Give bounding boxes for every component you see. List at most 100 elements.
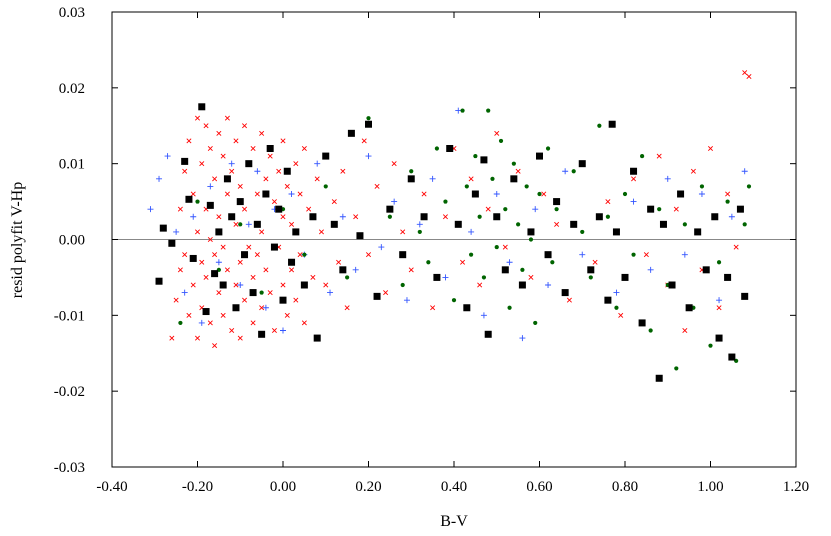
point-red-116 <box>656 153 662 159</box>
point-red-97 <box>442 214 448 220</box>
point-red-34 <box>229 168 235 174</box>
point-red-36 <box>233 138 239 144</box>
point-blue-22 <box>365 153 372 160</box>
point-black-75 <box>694 228 702 236</box>
point-black-43 <box>433 273 441 281</box>
point-green-56 <box>699 184 705 189</box>
point-blue-32 <box>493 191 500 197</box>
point-red-102 <box>485 206 491 212</box>
point-black-69 <box>647 205 655 213</box>
y-tick-label-5: 0.02 <box>59 81 85 97</box>
point-blue-10 <box>237 282 244 288</box>
point-green-4 <box>259 290 264 295</box>
point-blue-38 <box>579 251 586 258</box>
point-green-15 <box>434 146 439 151</box>
point-black-59 <box>570 220 578 228</box>
point-red-92 <box>391 161 397 167</box>
point-green-21 <box>473 153 478 159</box>
point-blue-27 <box>429 175 436 182</box>
point-green-33 <box>524 184 529 189</box>
point-green-35 <box>533 320 538 326</box>
point-red-119 <box>682 327 688 334</box>
point-black-34 <box>339 266 347 274</box>
point-red-89 <box>365 252 372 258</box>
point-green-14 <box>426 260 431 265</box>
point-red-61 <box>276 168 282 174</box>
series-black <box>155 103 749 382</box>
point-black-11 <box>219 281 227 289</box>
point-green-27 <box>498 138 504 144</box>
point-red-80 <box>318 229 324 235</box>
point-red-125 <box>733 244 739 250</box>
point-black-51 <box>501 266 509 274</box>
point-green-7 <box>323 184 328 189</box>
x-axis-label: B-V <box>440 513 468 530</box>
point-black-55 <box>536 152 543 160</box>
point-black-4 <box>185 195 193 203</box>
point-green-32 <box>520 267 525 272</box>
point-blue-36 <box>545 282 552 288</box>
point-red-87 <box>353 214 359 220</box>
point-red-73 <box>297 252 303 258</box>
point-black-72 <box>668 281 676 289</box>
point-green-3 <box>238 222 243 227</box>
point-black-80 <box>728 353 736 361</box>
point-black-13 <box>228 213 236 221</box>
point-black-37 <box>365 120 372 128</box>
point-red-4 <box>182 168 188 174</box>
point-red-70 <box>293 161 299 167</box>
point-black-77 <box>711 213 719 221</box>
point-black-60 <box>578 160 586 168</box>
point-green-61 <box>742 222 747 227</box>
point-blue-34 <box>519 335 526 342</box>
point-black-46 <box>463 304 471 312</box>
point-red-0 <box>169 335 175 341</box>
point-red-13 <box>199 161 205 167</box>
point-black-78 <box>715 334 723 342</box>
point-blue-31 <box>480 312 487 319</box>
point-red-41 <box>237 335 243 341</box>
point-blue-0 <box>147 206 154 213</box>
point-red-49 <box>250 320 256 326</box>
point-black-28 <box>292 228 300 236</box>
point-black-64 <box>608 120 616 128</box>
point-red-118 <box>673 206 679 212</box>
point-green-23 <box>481 275 487 280</box>
point-red-107 <box>541 191 547 197</box>
point-blue-25 <box>403 297 410 304</box>
point-black-58 <box>561 289 569 297</box>
point-black-15 <box>236 198 244 206</box>
point-green-17 <box>451 298 457 303</box>
point-black-62 <box>595 213 603 221</box>
point-red-43 <box>242 206 248 212</box>
point-green-59 <box>725 199 730 204</box>
point-red-54 <box>259 305 265 311</box>
point-red-83 <box>331 199 337 205</box>
point-red-77 <box>310 274 316 280</box>
point-green-48 <box>631 252 636 257</box>
point-red-86 <box>344 305 350 311</box>
y-axis-label: resid polyfit V-Hp <box>9 182 26 298</box>
point-blue-40 <box>613 289 620 296</box>
y-tick-label-1: -0.02 <box>54 384 85 400</box>
point-black-40 <box>399 251 407 259</box>
point-green-22 <box>477 214 482 219</box>
point-black-2 <box>168 239 176 247</box>
point-red-40 <box>237 259 243 265</box>
point-green-58 <box>716 260 722 265</box>
point-black-7 <box>202 308 210 316</box>
point-black-81 <box>736 205 744 213</box>
point-black-82 <box>741 292 749 300</box>
point-red-78 <box>314 176 320 182</box>
point-black-25 <box>279 296 287 304</box>
point-red-24 <box>212 343 218 349</box>
y-tick-label-2: -0.01 <box>54 308 85 324</box>
point-red-32 <box>224 191 230 197</box>
x-tick-label-5: 0.60 <box>526 479 552 495</box>
point-black-17 <box>245 160 253 168</box>
point-green-46 <box>614 305 619 310</box>
point-black-32 <box>322 152 330 160</box>
point-red-123 <box>716 305 722 311</box>
point-black-9 <box>211 270 219 278</box>
